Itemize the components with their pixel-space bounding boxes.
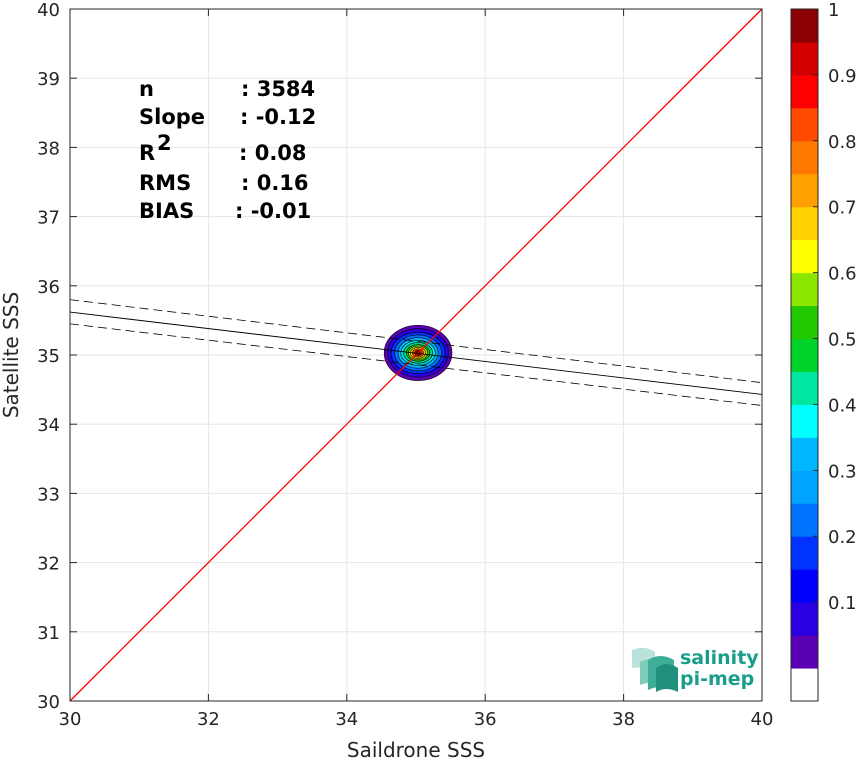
colorbar-frame (790, 8, 819, 702)
colorbar-segment (791, 74, 818, 109)
y-tick-label: 40 (37, 0, 60, 21)
colorbar-segment (791, 536, 818, 570)
x-tick-label: 30 (59, 709, 82, 730)
y-tick-label: 39 (37, 69, 60, 90)
colorbar-segment (791, 107, 818, 142)
identity-line (69, 8, 763, 702)
colorbar-tick-label: 0.2 (828, 527, 857, 548)
y-tick-label: 31 (37, 623, 60, 644)
x-tick-label: 36 (474, 709, 497, 730)
colorbar-tick-label: 0.6 (828, 264, 857, 285)
colorbar-segment (791, 569, 818, 603)
colorbar-segment (791, 305, 818, 340)
fit-lines (69, 8, 763, 702)
stat-label-superscript: 2 (157, 131, 172, 155)
colorbar-segment (791, 404, 818, 438)
colorbar-segment (791, 239, 818, 274)
colorbar-segment (791, 635, 818, 669)
y-axis-ticks: 30 31 32 33 34 35 36 37 38 39 40 (37, 0, 762, 713)
salinity-pi-mep-logo: salinity pi-mep (632, 647, 759, 692)
stat-label: RMS (139, 171, 191, 195)
x-axis-label: Saildrone SSS (347, 738, 485, 762)
colorbar-segment (791, 173, 818, 208)
stat-value: : -0.12 (240, 105, 316, 129)
colorbar: 0.1 0.2 0.3 0.4 0.5 0.6 0.7 0.8 0.9 1 (790, 0, 857, 702)
colorbar-segment (791, 338, 818, 372)
colorbar-segment (791, 140, 818, 175)
stat-value: : 3584 (241, 77, 315, 101)
y-tick-label: 34 (37, 415, 60, 436)
colorbar-tick-label: 0.3 (828, 461, 857, 482)
confidence-upper-line (69, 299, 763, 384)
x-tick-label: 38 (612, 709, 635, 730)
colorbar-tick-label: 0.7 (828, 198, 857, 219)
colorbar-tick-label: 0.1 (828, 593, 857, 614)
colorbar-tick-label: 1 (828, 0, 839, 21)
stat-value: : 0.16 (241, 171, 309, 195)
stat-label: R (139, 141, 155, 165)
colorbar-segment (791, 41, 818, 76)
y-tick-label: 33 (37, 484, 60, 505)
colorbar-segment (791, 503, 818, 537)
colorbar-segment (791, 9, 818, 43)
colorbar-tick-label: 0.4 (828, 395, 857, 416)
colorbar-tick-label: 0.8 (828, 132, 857, 153)
stat-value: : -0.01 (235, 199, 311, 223)
y-tick-label: 35 (37, 346, 60, 367)
colorbar-segment (791, 371, 818, 405)
colorbar-segment (791, 470, 818, 504)
stat-label: n (139, 77, 154, 101)
y-tick-label: 30 (37, 692, 60, 713)
y-axis-label: Satellite SSS (0, 292, 23, 418)
logo-text-salinity: salinity (680, 647, 759, 669)
stat-value: : 0.08 (239, 141, 307, 165)
colorbar-segment (791, 602, 818, 636)
confidence-lower-line (69, 323, 763, 406)
logo-waves-icon (632, 647, 678, 692)
logo-text-pimep: pi-mep (680, 668, 754, 690)
stats-box: n : 3584 Slope : -0.12 R 2 : 0.08 RMS : 0.16 BIAS… (139, 77, 316, 223)
x-tick-label: 34 (335, 709, 358, 730)
y-tick-label: 37 (37, 208, 60, 229)
x-tick-label: 40 (751, 709, 774, 730)
y-tick-label: 36 (37, 277, 60, 298)
x-axis-ticks: 30 32 34 36 38 40 (59, 9, 774, 730)
colorbar-segment (791, 272, 818, 307)
colorbar-segment (791, 437, 818, 471)
colorbar-tick-label: 0.5 (828, 330, 857, 351)
colorbar-segment (791, 206, 818, 241)
x-tick-label: 32 (197, 709, 220, 730)
regression-line (69, 311, 763, 395)
y-tick-label: 32 (37, 554, 60, 575)
stat-label: Slope (139, 105, 205, 129)
stat-label: BIAS (139, 199, 194, 223)
y-tick-label: 38 (37, 138, 60, 159)
colorbar-tick-label: 0.9 (828, 66, 857, 87)
colorbar-segment (791, 668, 818, 702)
